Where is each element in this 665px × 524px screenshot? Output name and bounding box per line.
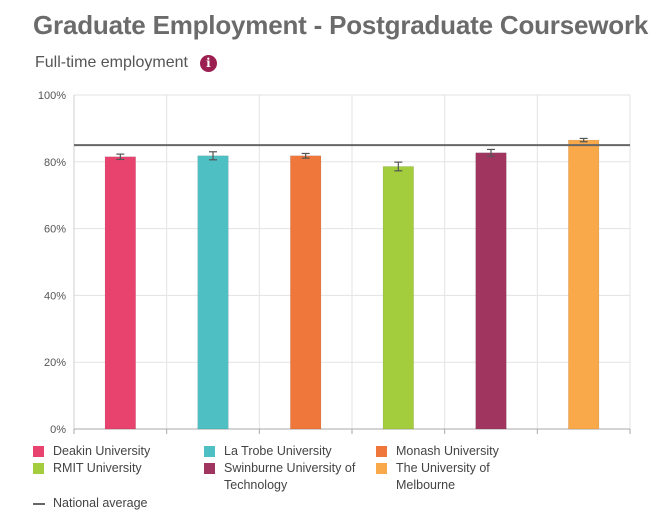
legend-line-swatch [33,503,45,505]
legend-label: La Trobe University [224,443,332,460]
legend-label-line: Monash University [396,444,499,458]
legend-label: National average [53,496,148,510]
legend-swatch [33,446,44,457]
legend-swatch [376,446,387,457]
bar-1 [104,156,136,430]
legend-label-line: RMIT University [53,461,142,475]
legend-swatch [204,446,215,457]
legend-swatch [204,463,215,474]
legend-label: The University of Melbourne [396,460,490,494]
y-tick-label: 20% [44,357,66,369]
legend-label-line: Deakin University [53,444,151,458]
legend-swatch [376,463,387,474]
legend-item-national-average[interactable]: National average [33,495,148,512]
legend-label-line: The University of [396,461,490,475]
bar-5 [475,152,507,430]
legend-label: Swinburne University of Technology [224,460,355,494]
info-icon[interactable]: i [199,54,217,72]
y-tick-label: 40% [44,290,66,302]
legend-item[interactable]: Swinburne University of Technology [204,460,355,494]
chart-title: Graduate Employment - Postgraduate Cours… [33,10,649,40]
legend-label: Monash University [396,443,499,460]
legend-item[interactable]: Monash University [376,443,499,460]
y-tick-label: 100% [38,90,66,102]
bar-2 [197,155,229,430]
subtitle-row: Full-time employment i [35,54,217,72]
bar-3 [290,155,322,430]
legend-label-line: Technology [224,478,288,492]
y-tick-label: 80% [44,157,66,169]
legend-item[interactable]: The University of Melbourne [376,460,490,494]
legend-label: RMIT University [53,460,142,477]
legend-swatch [33,463,44,474]
y-tick-label: 0% [50,424,66,436]
legend-label-line: Melbourne [396,478,456,492]
legend-label-line: La Trobe University [224,444,332,458]
bar-4 [382,166,414,430]
bar-6 [568,139,600,430]
chart-subtitle: Full-time employment [35,54,188,71]
bar-chart: 0% 20% 40% 60% 80% 100% [38,90,631,436]
legend-item[interactable]: Deakin University [33,443,150,460]
legend-label-line: Swinburne University of [224,461,356,475]
legend-item[interactable]: RMIT University [33,460,142,477]
legend-label: Deakin University [53,443,150,460]
legend-item[interactable]: La Trobe University [204,443,332,460]
y-tick-label: 60% [44,224,66,236]
